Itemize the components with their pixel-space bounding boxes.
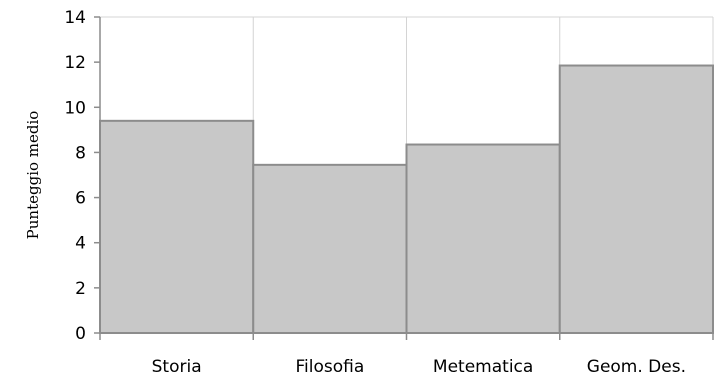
- bar-filosofia: [252, 163, 408, 334]
- y-tick-label: 4: [75, 234, 86, 254]
- y-tick-label: 2: [75, 279, 86, 299]
- x-tick-label: Filosofia: [295, 357, 364, 377]
- bar-geom-des: [558, 64, 714, 335]
- y-tick-label: 0: [75, 324, 86, 344]
- bar-storia: [99, 119, 255, 335]
- y-axis-title: Punteggio medio: [24, 111, 42, 240]
- y-tick-label: 12: [64, 53, 86, 73]
- y-tick-label: 10: [64, 98, 86, 118]
- y-tick-label: 6: [75, 189, 86, 209]
- y-tick-label: 8: [75, 143, 86, 163]
- y-tick-labels: 0 2 4 6 8 10 12 14: [64, 8, 86, 344]
- x-tick-label: Geom. Des.: [587, 357, 686, 377]
- bar-metematica: [405, 143, 561, 334]
- x-tick-label: Storia: [152, 357, 202, 377]
- bars: [99, 64, 714, 335]
- axes: [94, 16, 714, 340]
- y-tick-label: 14: [64, 8, 86, 28]
- x-tick-labels: Storia Filosofia Metematica Geom. Des.: [152, 357, 686, 377]
- x-tick-label: Metematica: [433, 357, 533, 377]
